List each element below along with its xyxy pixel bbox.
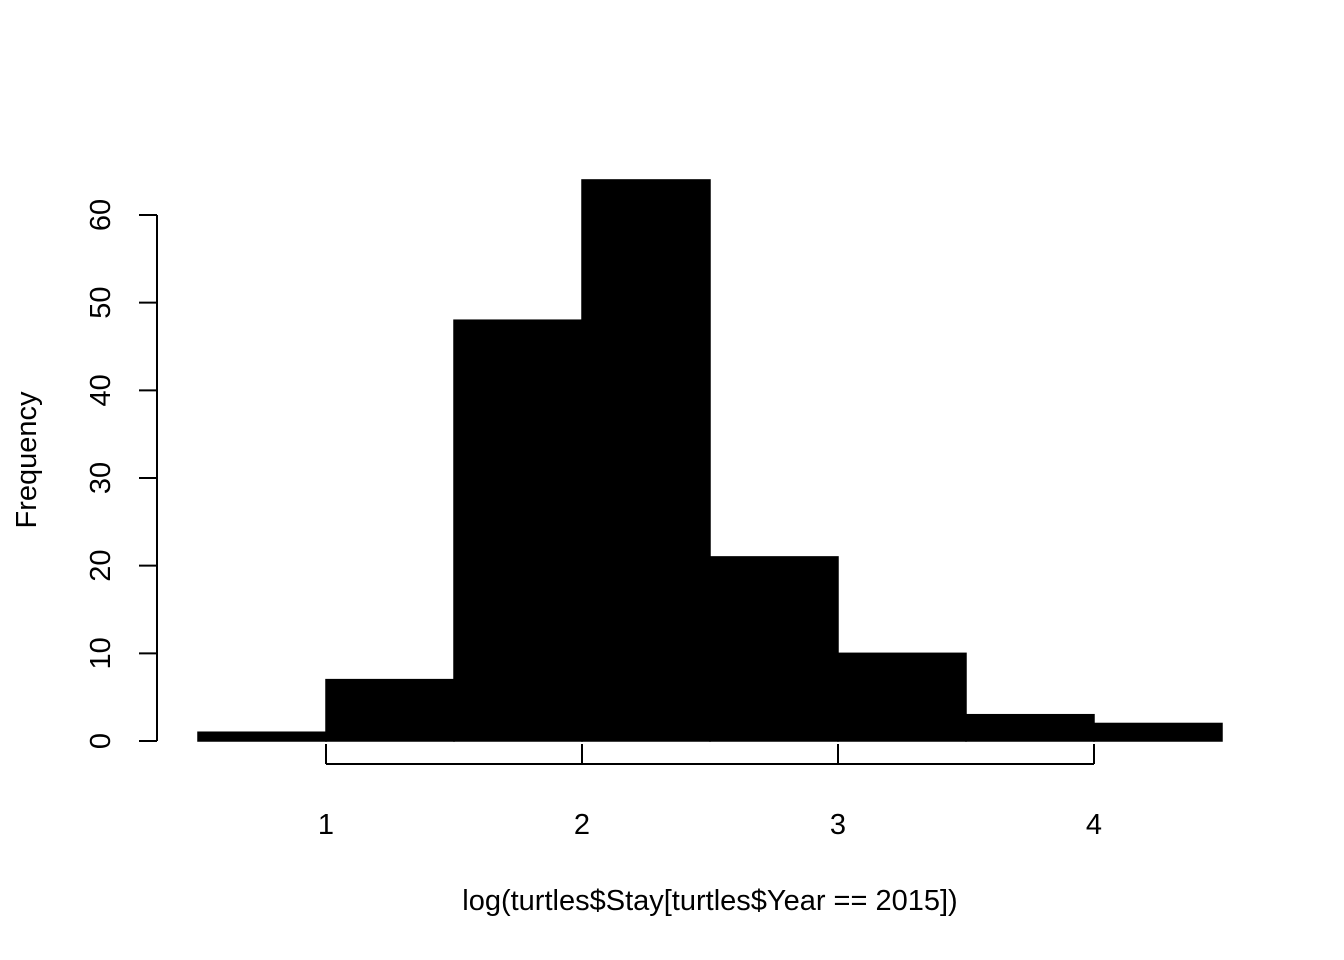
x-axis-title: log(turtles$Stay[turtles$Year == 2015]) (462, 885, 957, 917)
y-axis-title: Frequency (11, 391, 43, 529)
histogram-bar (581, 179, 711, 742)
histogram-bar (325, 678, 455, 742)
histogram-bar (837, 652, 967, 742)
x-tick-label: 1 (318, 809, 334, 841)
y-tick-label: 50 (85, 287, 117, 319)
y-tick-label: 60 (85, 199, 117, 231)
y-tick-label: 20 (85, 550, 117, 582)
x-tick-label: 2 (574, 809, 590, 841)
x-tick-label: 4 (1086, 809, 1102, 841)
histogram-bars (197, 179, 1223, 742)
x-axis: 1 2 3 4 (318, 744, 1102, 841)
histogram-bar (709, 556, 839, 742)
histogram-bar (1093, 722, 1223, 742)
y-tick-label: 40 (85, 374, 117, 406)
y-tick-label: 0 (85, 733, 117, 749)
y-tick-label: 30 (85, 462, 117, 494)
histogram-bar (453, 319, 583, 742)
histogram-bar (965, 713, 1095, 742)
histogram-bar (197, 731, 327, 742)
x-tick-label: 3 (830, 809, 846, 841)
y-axis: 0 10 20 30 40 50 60 (85, 199, 158, 749)
y-tick-label: 10 (85, 637, 117, 669)
